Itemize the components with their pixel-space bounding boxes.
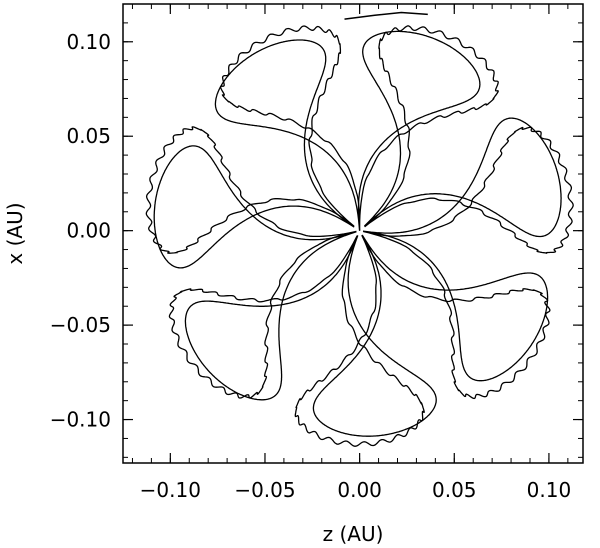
- x-tick-label: −0.10: [140, 478, 201, 502]
- orbit-series-line: [153, 30, 562, 437]
- x-tick-label: 0.05: [432, 478, 477, 502]
- y-axis-ticks: −0.10 −0.05 0.00 0.05 0.10: [50, 3, 583, 458]
- x-tick-label: 0.00: [337, 478, 382, 502]
- y-tick-label: 0.05: [66, 124, 111, 148]
- y-tick-label: −0.05: [50, 313, 111, 337]
- x-tick-label: 0.10: [527, 478, 572, 502]
- x-tick-label: −0.05: [234, 478, 295, 502]
- orbit-trailing-arc: [344, 11, 428, 20]
- x-axis-title: z (AU): [323, 522, 384, 546]
- orbit-series-line: [145, 25, 574, 447]
- x-axis-ticks: −0.10 −0.05 0.00 0.05 0.10: [131, 4, 572, 502]
- y-tick-label: 0.10: [66, 30, 111, 54]
- y-tick-label: −0.10: [50, 408, 111, 432]
- y-tick-label: 0.00: [66, 219, 111, 243]
- orbit-curves: [145, 11, 574, 447]
- y-axis-title: x (AU): [3, 202, 27, 264]
- plot-frame: [122, 3, 584, 464]
